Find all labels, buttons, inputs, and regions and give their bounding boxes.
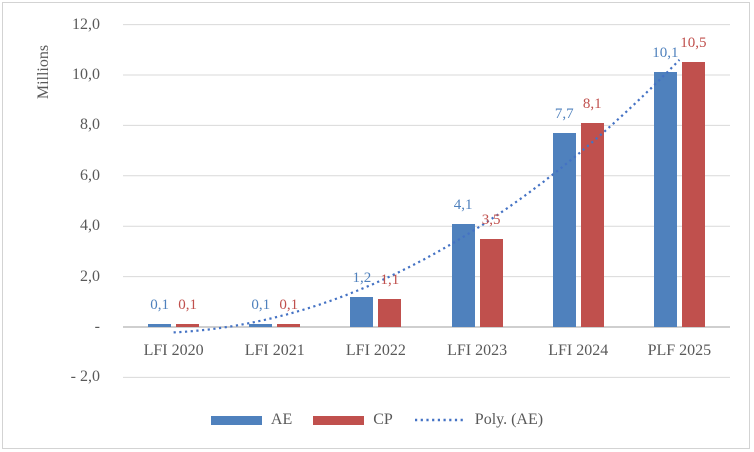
y-tick-label: - 2,0 [70, 368, 100, 386]
legend-item-cp: CP [313, 411, 393, 429]
x-category-label-lfi-2020: LFI 2020 [143, 342, 204, 359]
data-label-cp-plf-2025: 10,5 [680, 35, 707, 52]
bar-cp-lfi-2021 [277, 324, 301, 327]
bar-cp-plf-2025 [681, 62, 705, 327]
x-category-label-plf-2025: PLF 2025 [647, 342, 712, 359]
data-label-ae-lfi-2023: 4,1 [453, 196, 473, 213]
bar-ae-lfi-2024 [552, 132, 576, 327]
bar-cp-lfi-2023 [479, 238, 503, 327]
y-tick-label: 6,0 [80, 166, 100, 184]
bar-cp-lfi-2024 [580, 122, 604, 327]
data-label-ae-plf-2025: 10,1 [652, 45, 679, 62]
x-category-label-lfi-2023: LFI 2023 [447, 342, 508, 359]
legend-item-ae: AE [210, 411, 293, 429]
data-label-cp-lfi-2024: 8,1 [582, 95, 602, 112]
legend-label-ae: AE [270, 411, 293, 428]
data-label-ae-lfi-2020: 0,1 [150, 297, 169, 314]
data-label-ae-lfi-2024: 7,7 [554, 105, 574, 122]
bar-ae-lfi-2021 [249, 324, 273, 327]
legend: AE CP Poly. (AE) [0, 406, 754, 434]
y-tick-label: 2,0 [80, 267, 100, 285]
bar-ae-lfi-2023 [451, 223, 475, 327]
y-tick-label: - [94, 318, 100, 335]
bar-cp-lfi-2022 [378, 299, 402, 327]
x-category-label-lfi-2024: LFI 2024 [548, 342, 609, 359]
bar-ae-plf-2025 [653, 72, 677, 327]
legend-label-cp: CP [373, 411, 393, 428]
legend-item-poly: Poly. (AE) [414, 411, 543, 429]
y-tick-label: 4,0 [80, 217, 100, 235]
data-label-cp-lfi-2022: 1,1 [380, 272, 400, 289]
x-category-label-lfi-2022: LFI 2022 [345, 342, 406, 359]
bar-ae-lfi-2022 [350, 296, 374, 327]
data-label-cp-lfi-2020: 0,1 [178, 297, 197, 314]
legend-label-poly: Poly. (AE) [474, 411, 544, 428]
x-category-label-lfi-2021: LFI 2021 [244, 342, 305, 359]
y-tick-label: 10,0 [72, 66, 100, 83]
legend-swatch-ae [210, 415, 262, 425]
bar-cp-lfi-2020 [176, 324, 200, 327]
legend-swatch-cp [313, 415, 365, 425]
y-tick-label: 8,0 [80, 116, 100, 134]
data-label-cp-lfi-2023: 3,5 [481, 211, 501, 228]
data-label-cp-lfi-2021: 0,1 [279, 297, 299, 314]
data-label-ae-lfi-2022: 1,2 [352, 269, 372, 286]
data-label-ae-lfi-2021: 0,1 [251, 297, 271, 314]
y-tick-label: 12,0 [72, 15, 100, 33]
bar-ae-lfi-2020 [148, 324, 172, 327]
legend-dotted-line-icon [414, 418, 465, 422]
